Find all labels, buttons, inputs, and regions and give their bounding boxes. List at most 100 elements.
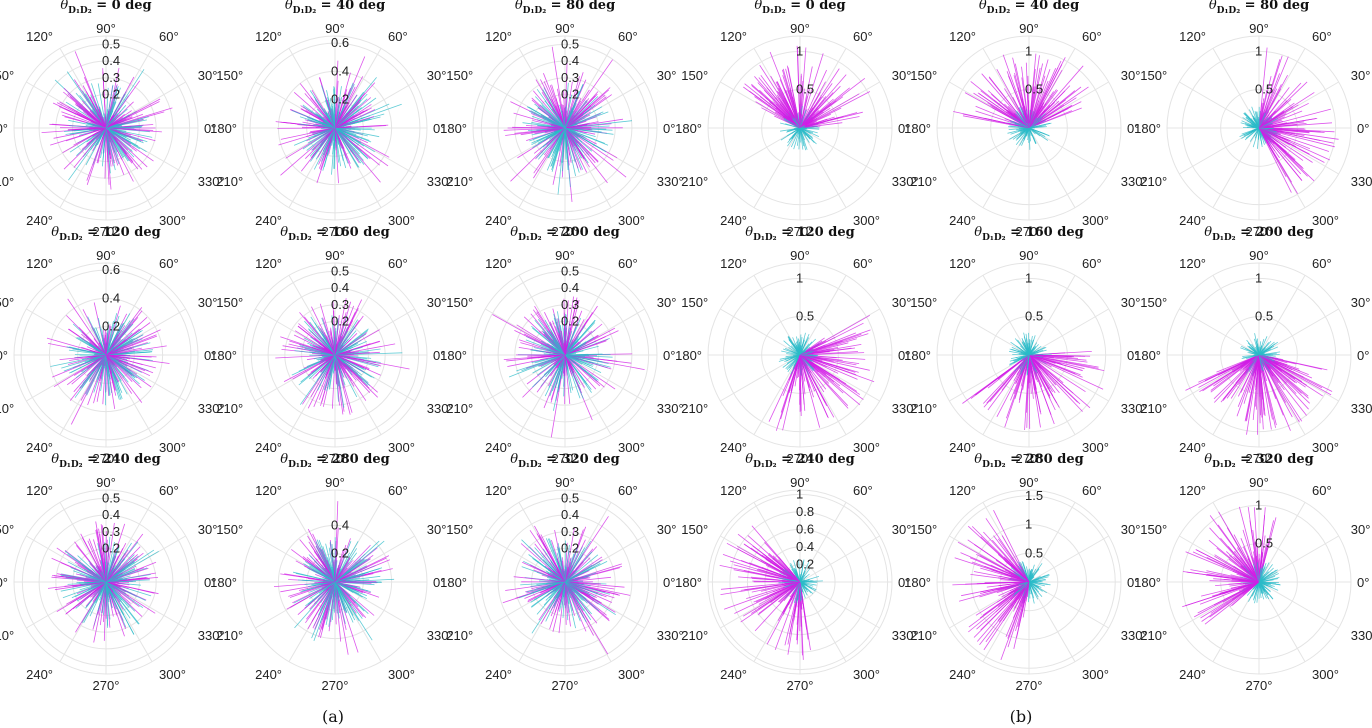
angle-tick-label: 150° bbox=[216, 68, 243, 83]
angle-tick-label: 330° bbox=[1121, 174, 1148, 189]
polar-ring bbox=[951, 277, 1107, 433]
polar-spoke bbox=[982, 275, 1030, 356]
angle-tick-label: 90° bbox=[325, 248, 345, 263]
polar-ray-cyan bbox=[797, 344, 801, 356]
polar-ray-magenta bbox=[105, 127, 162, 133]
polar-ray-magenta bbox=[799, 354, 801, 391]
polar-ray-cyan bbox=[321, 354, 336, 357]
polar-ray-cyan bbox=[97, 127, 107, 146]
polar-ray-magenta bbox=[564, 124, 588, 129]
polar-ray-cyan bbox=[97, 83, 107, 129]
polar-spoke bbox=[720, 308, 801, 356]
polar-ray-magenta bbox=[780, 354, 801, 420]
polar-ray-magenta bbox=[564, 98, 590, 129]
polar-ray-magenta bbox=[334, 538, 351, 583]
polar-ray-cyan bbox=[1241, 354, 1260, 359]
polar-ray-magenta bbox=[564, 126, 592, 129]
polar-ray-cyan bbox=[105, 581, 110, 603]
polar-ray-cyan bbox=[334, 328, 369, 356]
polar-ray-cyan bbox=[293, 581, 336, 604]
angle-tick-label: 90° bbox=[96, 248, 116, 263]
polar-ray-cyan bbox=[564, 354, 587, 372]
polar-spoke bbox=[799, 502, 847, 583]
polar-ray-magenta bbox=[333, 561, 336, 583]
polar-ray-cyan bbox=[525, 339, 566, 356]
radial-tick-label: 0.2 bbox=[561, 314, 579, 329]
polar-ray-magenta bbox=[56, 573, 107, 583]
polar-ray-cyan bbox=[799, 127, 807, 130]
polar-ray-cyan bbox=[1028, 353, 1052, 356]
polar-ray-magenta bbox=[322, 317, 336, 356]
polar-ray-cyan bbox=[564, 581, 591, 587]
polar-ray-magenta bbox=[564, 127, 596, 164]
polar-ray-magenta bbox=[782, 354, 801, 397]
radial-tick-label: 0.3 bbox=[561, 70, 579, 85]
radial-tick-label: 0.5 bbox=[102, 36, 120, 51]
polar-ray-magenta bbox=[564, 569, 570, 583]
polar-ray-cyan bbox=[1025, 333, 1030, 356]
polar-ray-magenta bbox=[1258, 127, 1279, 143]
angle-tick-label: 330° bbox=[1351, 174, 1372, 189]
polar-ray-magenta bbox=[1258, 127, 1297, 147]
polar-ray-cyan bbox=[1244, 123, 1260, 129]
polar-ray-cyan bbox=[334, 354, 344, 377]
polar-ray-magenta bbox=[754, 96, 801, 129]
polar-ray-cyan bbox=[304, 348, 336, 356]
angle-tick-label: 30° bbox=[427, 522, 447, 537]
polar-ray-cyan bbox=[1028, 335, 1036, 356]
polar-ray-cyan bbox=[1258, 354, 1263, 371]
angle-tick-label: 330° bbox=[198, 628, 225, 643]
polar-ray-magenta bbox=[1017, 87, 1030, 129]
polar-ray-cyan bbox=[105, 578, 128, 583]
polar-ray-magenta bbox=[334, 109, 368, 129]
polar-ray-magenta bbox=[105, 354, 146, 372]
polar-ray-cyan bbox=[334, 560, 338, 583]
polar-ray-cyan bbox=[1258, 113, 1266, 129]
angle-tick-label: 30° bbox=[198, 522, 218, 537]
polar-ray-cyan bbox=[323, 354, 336, 391]
polar-spoke bbox=[753, 127, 801, 208]
angle-tick-label: 180° bbox=[0, 348, 8, 363]
polar-ray-magenta bbox=[564, 299, 580, 356]
angle-tick-label: 60° bbox=[853, 256, 873, 271]
polar-ray-cyan bbox=[1028, 345, 1042, 356]
polar-ray-cyan bbox=[105, 127, 127, 132]
polar-ray-cyan bbox=[309, 90, 336, 129]
angle-tick-label: 60° bbox=[853, 29, 873, 44]
polar-spoke bbox=[564, 354, 645, 402]
angle-tick-label: 0° bbox=[1357, 121, 1369, 136]
polar-ray-magenta bbox=[1243, 354, 1260, 404]
polar-ray-magenta bbox=[314, 581, 336, 630]
angle-tick-label: 60° bbox=[159, 483, 179, 498]
angle-tick-label: 300° bbox=[853, 440, 880, 455]
polar-ray-cyan bbox=[105, 541, 115, 583]
polar-ray-magenta bbox=[1028, 354, 1091, 409]
polar-ray-magenta bbox=[799, 354, 857, 376]
polar-spoke bbox=[1028, 127, 1076, 208]
polar-ray-magenta bbox=[799, 351, 830, 356]
polar-plot-b-160: 0.510°30°60°90°120°150°180°210°240°270°3… bbox=[904, 225, 1148, 466]
polar-ray-magenta bbox=[1255, 354, 1260, 391]
polar-ray-cyan bbox=[1258, 346, 1273, 356]
polar-ray-cyan bbox=[1019, 127, 1030, 146]
polar-ray-magenta bbox=[1258, 354, 1293, 418]
angle-tick-label: 90° bbox=[1249, 248, 1269, 263]
polar-ray-magenta bbox=[510, 127, 566, 182]
polar-ray-magenta bbox=[1258, 110, 1303, 129]
polar-ray-cyan bbox=[562, 127, 566, 153]
polar-ray-cyan bbox=[333, 354, 336, 374]
polar-ray-magenta bbox=[1258, 127, 1298, 194]
angle-tick-label: 30° bbox=[892, 295, 912, 310]
polar-ray-cyan bbox=[334, 127, 348, 138]
radial-tick-label: 0.5 bbox=[1025, 309, 1043, 324]
angle-tick-label: 180° bbox=[675, 121, 702, 136]
polar-ray-magenta bbox=[1258, 47, 1268, 129]
radial-tick-label: 0.5 bbox=[561, 36, 579, 51]
angle-tick-label: 240° bbox=[485, 213, 512, 228]
polar-ring bbox=[951, 50, 1107, 206]
angle-tick-label: 30° bbox=[657, 522, 677, 537]
angle-tick-label: 180° bbox=[0, 121, 8, 136]
polar-ray-magenta bbox=[564, 354, 616, 390]
polar-ray-cyan bbox=[1252, 127, 1260, 148]
polar-ray-magenta bbox=[94, 108, 107, 129]
